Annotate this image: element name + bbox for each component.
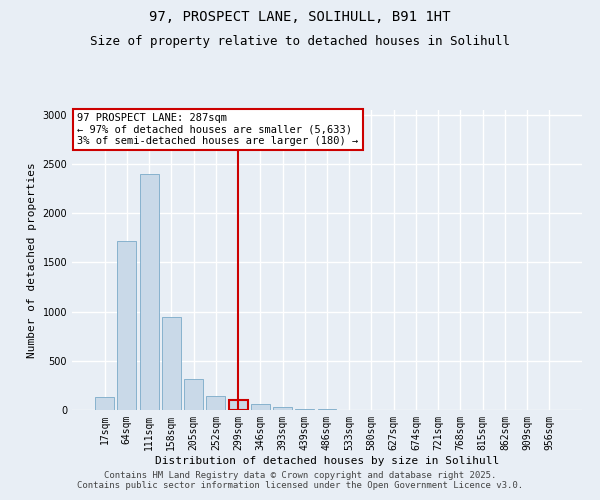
Bar <box>295 408 314 410</box>
Bar <box>140 174 158 410</box>
Bar <box>162 316 181 410</box>
Text: Contains HM Land Registry data © Crown copyright and database right 2025.
Contai: Contains HM Land Registry data © Crown c… <box>77 470 523 490</box>
Bar <box>273 407 292 410</box>
Y-axis label: Number of detached properties: Number of detached properties <box>27 162 37 358</box>
Bar <box>95 397 114 410</box>
Bar <box>184 378 203 410</box>
Bar <box>251 404 270 410</box>
X-axis label: Distribution of detached houses by size in Solihull: Distribution of detached houses by size … <box>155 456 499 466</box>
Bar <box>229 400 248 410</box>
Text: 97 PROSPECT LANE: 287sqm
← 97% of detached houses are smaller (5,633)
3% of semi: 97 PROSPECT LANE: 287sqm ← 97% of detach… <box>77 113 358 146</box>
Bar <box>317 409 337 410</box>
Bar <box>118 241 136 410</box>
Text: Size of property relative to detached houses in Solihull: Size of property relative to detached ho… <box>90 35 510 48</box>
Bar <box>206 396 225 410</box>
Text: 97, PROSPECT LANE, SOLIHULL, B91 1HT: 97, PROSPECT LANE, SOLIHULL, B91 1HT <box>149 10 451 24</box>
